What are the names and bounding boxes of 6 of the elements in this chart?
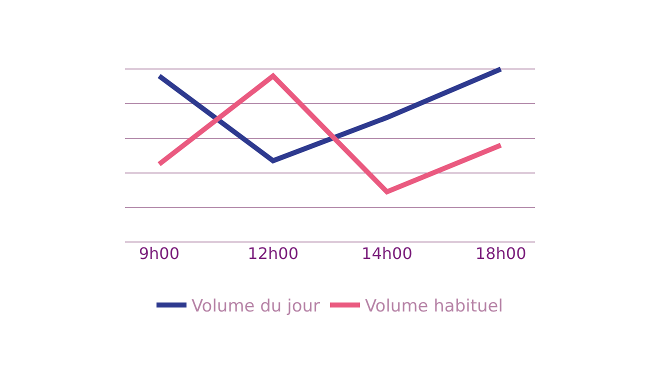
x-tick-label: 12h00 (248, 244, 298, 263)
x-tick-label: 18h00 (475, 244, 526, 263)
legend-label: Volume habituel (365, 296, 503, 317)
x-tick-label: 9h00 (138, 244, 180, 263)
legend-label: Volume du jour (192, 296, 320, 317)
x-tick-label: 14h00 (362, 244, 412, 263)
